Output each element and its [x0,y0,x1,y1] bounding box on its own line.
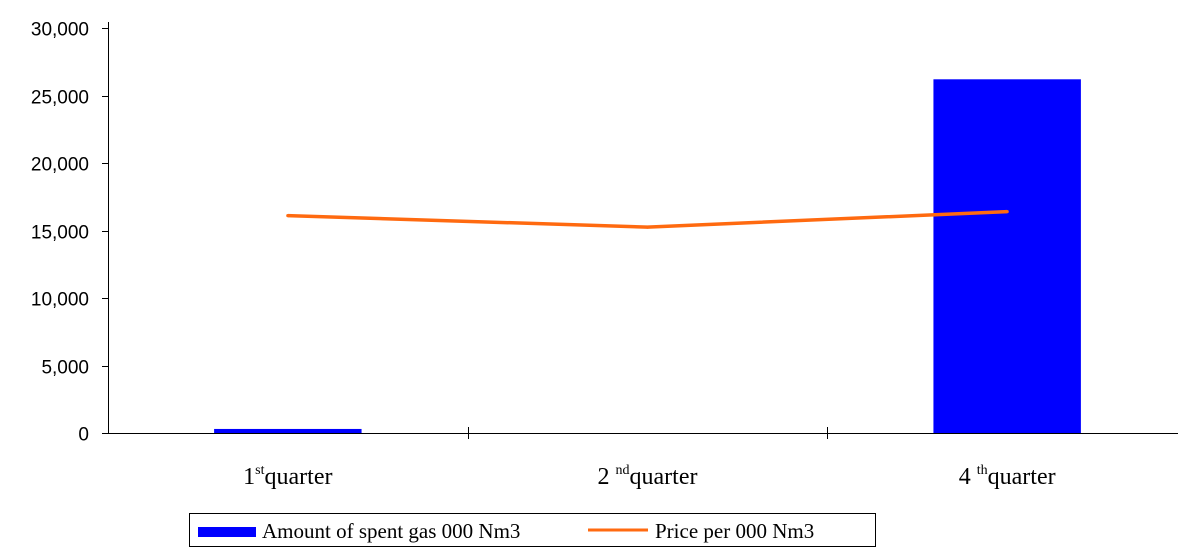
axes [102,22,1178,439]
category-label: 1stquarter [243,463,332,490]
legend-box [189,513,876,547]
y-tick-labels: 0 5,000 10,000 15,000 20,000 25,000 30,000 [31,20,89,446]
legend-label-bar: Amount of spent gas 000 Nm3 [262,519,520,543]
legend-label-line: Price per 000 Nm3 [655,519,814,543]
category-label: 4 thquarter [959,463,1056,490]
bar [933,79,1081,434]
line-point [645,225,650,229]
y-tick-label: 0 [78,425,89,446]
series-line [287,209,1008,229]
line-point [286,214,290,218]
line-point [1005,210,1009,214]
category-labels: 1stquarter 2 ndquarter 4 thquarter [243,463,1055,490]
y-tick-label: 5,000 [41,358,89,379]
bar [214,428,362,433]
category-label: 2 ndquarter [598,463,698,490]
y-tick-label: 25,000 [31,88,89,109]
legend-swatch-bar [198,527,256,537]
legend: Amount of spent gas 000 Nm3 Price per 00… [189,513,876,547]
y-tick-label: 10,000 [31,290,89,311]
y-tick-label: 15,000 [31,223,89,244]
y-tick-label: 20,000 [31,155,89,176]
y-tick-label: 30,000 [31,20,89,41]
line-series [286,209,1009,229]
bar-series [214,79,1081,434]
